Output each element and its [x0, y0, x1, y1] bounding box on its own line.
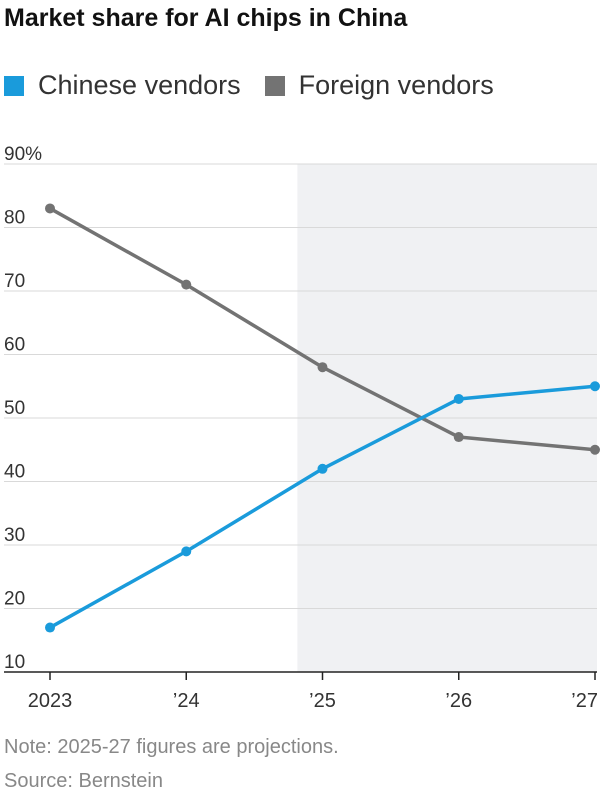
- y-tick-label: 70: [4, 271, 25, 292]
- x-tick-label: ’25: [309, 690, 336, 712]
- legend-swatch-foreign-vendors: [264, 75, 285, 96]
- y-tick-label: 20: [4, 589, 25, 610]
- data-point-chinese-vendors: [45, 622, 55, 633]
- projection-note: Note: 2025-27 figures are projections.: [4, 736, 339, 758]
- data-point-foreign-vendors: [590, 444, 600, 455]
- chart-title: Market share for AI chips in China: [4, 4, 408, 32]
- x-tick-label: 2023: [28, 690, 73, 712]
- y-tick-label: 80: [4, 208, 25, 229]
- x-tick-label: ’27: [571, 690, 598, 712]
- y-tick-label: 30: [4, 525, 25, 546]
- data-point-foreign-vendors: [45, 203, 55, 214]
- source-note: Source: Bernstein: [4, 770, 163, 792]
- data-point-chinese-vendors: [317, 463, 328, 474]
- x-tick-label: ’26: [445, 690, 472, 712]
- y-tick-label: 40: [4, 462, 25, 483]
- chart-legend: Chinese vendors Foreign vendors: [4, 70, 518, 101]
- y-tick-label: 60: [4, 335, 25, 356]
- y-tick-label: 50: [4, 398, 25, 419]
- legend-item-foreign-vendors: Foreign vendors: [264, 70, 494, 101]
- data-point-chinese-vendors: [590, 381, 600, 392]
- data-point-chinese-vendors: [453, 393, 464, 404]
- x-tick-label: ’24: [173, 690, 200, 712]
- data-point-foreign-vendors: [317, 362, 328, 373]
- data-point-chinese-vendors: [181, 546, 192, 557]
- data-point-foreign-vendors: [453, 432, 464, 443]
- legend-swatch-chinese-vendors: [4, 75, 24, 96]
- legend-label-chinese-vendors: Chinese vendors: [38, 70, 241, 100]
- legend-item-chinese-vendors: Chinese vendors: [4, 70, 241, 101]
- y-tick-label: 10: [4, 652, 25, 673]
- legend-label-foreign-vendors: Foreign vendors: [298, 70, 494, 100]
- data-point-foreign-vendors: [181, 279, 192, 290]
- y-tick-label: 90%: [4, 144, 42, 165]
